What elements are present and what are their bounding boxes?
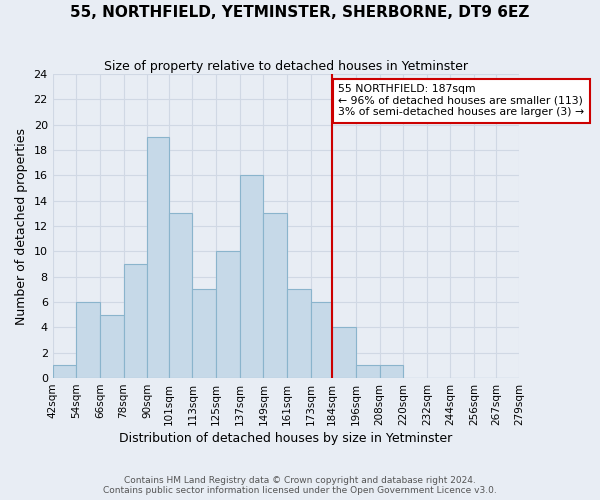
Y-axis label: Number of detached properties: Number of detached properties	[15, 128, 28, 324]
Bar	[169, 214, 193, 378]
Bar	[332, 328, 356, 378]
X-axis label: Distribution of detached houses by size in Yetminster: Distribution of detached houses by size …	[119, 432, 452, 445]
Bar	[287, 290, 311, 378]
Bar	[263, 214, 287, 378]
Bar	[53, 366, 76, 378]
Bar	[216, 252, 240, 378]
Text: 55, NORTHFIELD, YETMINSTER, SHERBORNE, DT9 6EZ: 55, NORTHFIELD, YETMINSTER, SHERBORNE, D…	[70, 5, 530, 20]
Bar	[311, 302, 332, 378]
Text: 55 NORTHFIELD: 187sqm
← 96% of detached houses are smaller (113)
3% of semi-deta: 55 NORTHFIELD: 187sqm ← 96% of detached …	[338, 84, 584, 117]
Title: Size of property relative to detached houses in Yetminster: Size of property relative to detached ho…	[104, 60, 468, 73]
Bar	[240, 176, 263, 378]
Bar	[124, 264, 147, 378]
Bar	[147, 138, 169, 378]
Bar	[100, 315, 124, 378]
Bar	[380, 366, 403, 378]
Bar	[193, 290, 216, 378]
Bar	[76, 302, 100, 378]
Text: Contains HM Land Registry data © Crown copyright and database right 2024.
Contai: Contains HM Land Registry data © Crown c…	[103, 476, 497, 495]
Bar	[356, 366, 380, 378]
